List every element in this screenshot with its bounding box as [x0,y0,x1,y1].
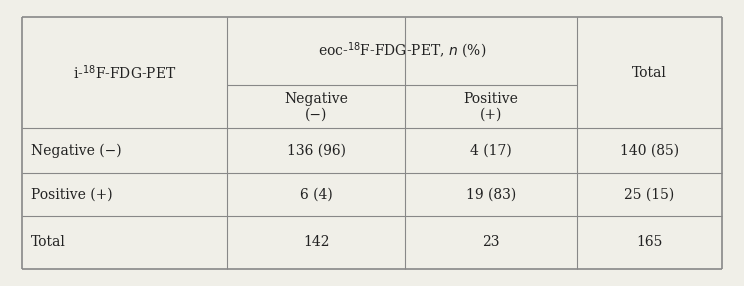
Text: Total: Total [31,235,66,249]
Text: Negative: Negative [284,92,348,106]
Text: eoc-$^{18}$F-FDG-PET, $n$ (%): eoc-$^{18}$F-FDG-PET, $n$ (%) [318,41,486,61]
Text: (−): (−) [305,107,327,121]
Text: 25 (15): 25 (15) [624,188,674,202]
Text: Positive: Positive [464,92,519,106]
Text: Total: Total [632,65,667,80]
Text: 136 (96): 136 (96) [286,144,346,158]
Text: i-$^{18}$F-FDG-PET: i-$^{18}$F-FDG-PET [73,63,176,82]
Text: 23: 23 [482,235,500,249]
Text: (+): (+) [480,107,502,121]
Text: 19 (83): 19 (83) [466,188,516,202]
Text: 140 (85): 140 (85) [620,144,679,158]
Text: 6 (4): 6 (4) [300,188,333,202]
Text: Negative (−): Negative (−) [31,143,122,158]
Text: Positive (+): Positive (+) [31,188,113,202]
Text: 165: 165 [636,235,662,249]
Text: 142: 142 [303,235,330,249]
Text: 4 (17): 4 (17) [470,144,512,158]
